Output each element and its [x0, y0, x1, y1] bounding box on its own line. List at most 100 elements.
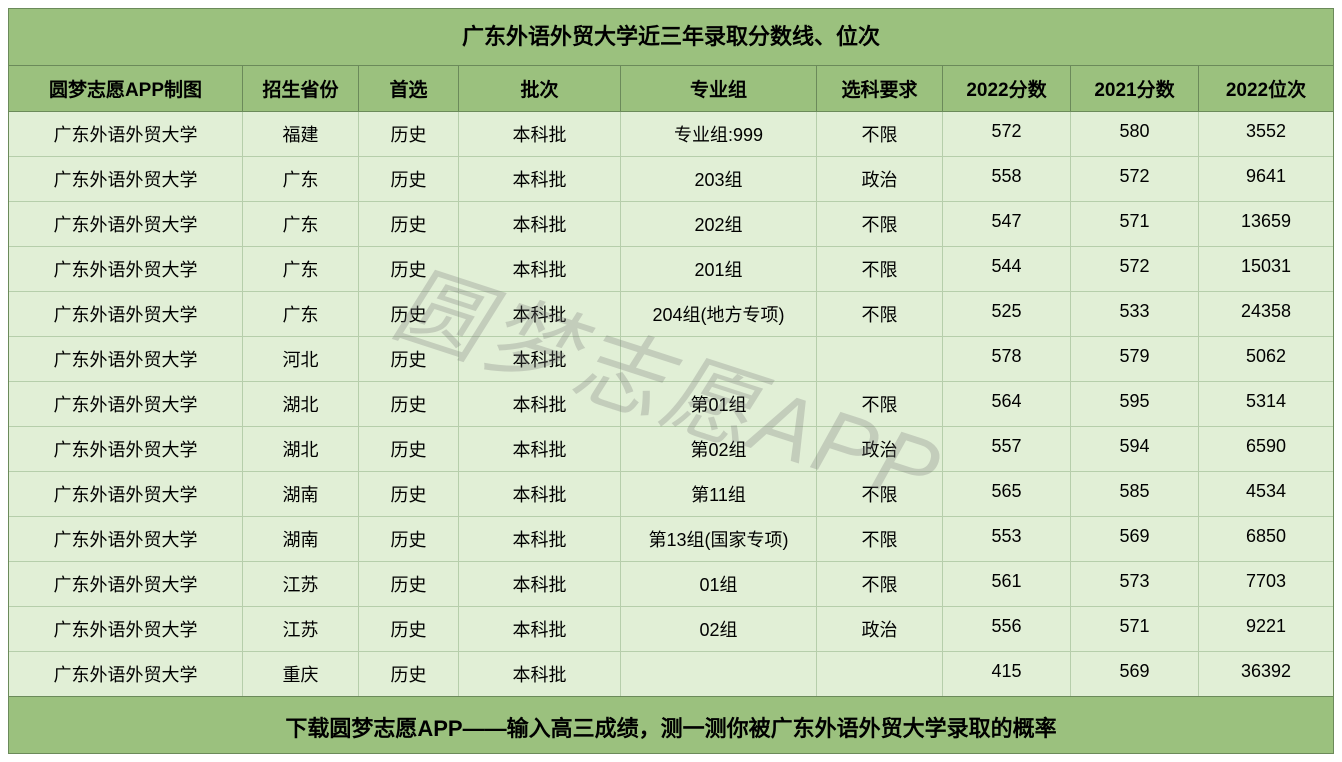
table-header-row: 圆梦志愿APP制图 招生省份 首选 批次 专业组 选科要求 2022分数 202…: [9, 66, 1333, 112]
table-cell: 本科批: [459, 562, 621, 606]
table-cell: 6590: [1199, 427, 1333, 471]
table-cell: 15031: [1199, 247, 1333, 291]
table-cell: [621, 652, 817, 696]
table-cell: 历史: [359, 292, 459, 336]
table-cell: 重庆: [243, 652, 359, 696]
table-cell: 本科批: [459, 247, 621, 291]
table-cell: [817, 337, 943, 381]
table-cell: 本科批: [459, 517, 621, 561]
table-cell: 204组(地方专项): [621, 292, 817, 336]
table-cell: 历史: [359, 652, 459, 696]
table-row: 广东外语外贸大学湖北历史本科批第02组政治5575946590: [9, 427, 1333, 472]
table-cell: 历史: [359, 472, 459, 516]
admission-score-table: 广东外语外贸大学近三年录取分数线、位次 圆梦志愿APP制图 招生省份 首选 批次…: [8, 8, 1334, 754]
table-cell: 572: [943, 112, 1071, 156]
table-cell: 广东外语外贸大学: [9, 202, 243, 246]
table-row: 广东外语外贸大学湖南历史本科批第13组(国家专项)不限5535696850: [9, 517, 1333, 562]
table-cell: [817, 652, 943, 696]
table-cell: 历史: [359, 382, 459, 426]
table-cell: 201组: [621, 247, 817, 291]
table-cell: 江苏: [243, 562, 359, 606]
table-cell: 湖南: [243, 472, 359, 516]
table-cell: 第11组: [621, 472, 817, 516]
table-cell: 广东外语外贸大学: [9, 112, 243, 156]
table-cell: 6850: [1199, 517, 1333, 561]
table-cell: 3552: [1199, 112, 1333, 156]
table-cell: 广东外语外贸大学: [9, 607, 243, 651]
table-cell: 本科批: [459, 202, 621, 246]
table-cell: 本科批: [459, 382, 621, 426]
table-cell: 本科批: [459, 157, 621, 201]
table-row: 广东外语外贸大学重庆历史本科批41556936392: [9, 652, 1333, 696]
table-cell: 不限: [817, 202, 943, 246]
table-body: 广东外语外贸大学福建历史本科批专业组:999不限5725803552广东外语外贸…: [9, 112, 1333, 696]
table-cell: 569: [1071, 517, 1199, 561]
table-cell: 本科批: [459, 337, 621, 381]
table-cell: 第01组: [621, 382, 817, 426]
table-cell: 广东: [243, 247, 359, 291]
table-cell: 广东外语外贸大学: [9, 157, 243, 201]
table-cell: 24358: [1199, 292, 1333, 336]
table-cell: 不限: [817, 517, 943, 561]
table-cell: 广东外语外贸大学: [9, 562, 243, 606]
table-cell: 福建: [243, 112, 359, 156]
table-cell: 13659: [1199, 202, 1333, 246]
table-footer: 下载圆梦志愿APP——输入高三成绩，测一测你被广东外语外贸大学录取的概率: [9, 696, 1333, 753]
table-cell: 9641: [1199, 157, 1333, 201]
table-cell: 本科批: [459, 652, 621, 696]
table-cell: 历史: [359, 157, 459, 201]
table-cell: 广东外语外贸大学: [9, 427, 243, 471]
table-cell: 湖北: [243, 427, 359, 471]
table-cell: 585: [1071, 472, 1199, 516]
table-cell: 不限: [817, 472, 943, 516]
col-header-school: 圆梦志愿APP制图: [9, 66, 243, 111]
table-cell: 7703: [1199, 562, 1333, 606]
table-cell: 政治: [817, 607, 943, 651]
table-row: 广东外语外贸大学福建历史本科批专业组:999不限5725803552: [9, 112, 1333, 157]
col-header-score-2022: 2022分数: [943, 66, 1071, 111]
table-cell: 5314: [1199, 382, 1333, 426]
table-cell: 本科批: [459, 112, 621, 156]
col-header-batch: 批次: [459, 66, 621, 111]
table-cell: 不限: [817, 247, 943, 291]
table-row: 广东外语外贸大学广东历史本科批204组(地方专项)不限52553324358: [9, 292, 1333, 337]
table-cell: 广东外语外贸大学: [9, 472, 243, 516]
table-cell: 203组: [621, 157, 817, 201]
table-cell: 不限: [817, 562, 943, 606]
table-cell: 广东外语外贸大学: [9, 652, 243, 696]
table-cell: 不限: [817, 112, 943, 156]
table-cell: 政治: [817, 157, 943, 201]
table-cell: 4534: [1199, 472, 1333, 516]
table-cell: 572: [1071, 157, 1199, 201]
table-cell: 河北: [243, 337, 359, 381]
table-row: 广东外语外贸大学江苏历史本科批02组政治5565719221: [9, 607, 1333, 652]
table-cell: 历史: [359, 427, 459, 471]
table-cell: 533: [1071, 292, 1199, 336]
col-header-subject: 选科要求: [817, 66, 943, 111]
table-row: 广东外语外贸大学江苏历史本科批01组不限5615737703: [9, 562, 1333, 607]
table-cell: 569: [1071, 652, 1199, 696]
table-cell: 547: [943, 202, 1071, 246]
table-row: 广东外语外贸大学湖南历史本科批第11组不限5655854534: [9, 472, 1333, 517]
table-cell: 本科批: [459, 472, 621, 516]
table-cell: 595: [1071, 382, 1199, 426]
table-cell: 广东外语外贸大学: [9, 247, 243, 291]
table-cell: 01组: [621, 562, 817, 606]
table-cell: 578: [943, 337, 1071, 381]
table-cell: 本科批: [459, 427, 621, 471]
col-header-preference: 首选: [359, 66, 459, 111]
table-row: 广东外语外贸大学河北历史本科批5785795062: [9, 337, 1333, 382]
table-cell: 556: [943, 607, 1071, 651]
table-row: 广东外语外贸大学湖北历史本科批第01组不限5645955314: [9, 382, 1333, 427]
table-row: 广东外语外贸大学广东历史本科批202组不限54757113659: [9, 202, 1333, 247]
table-cell: 广东外语外贸大学: [9, 292, 243, 336]
table-cell: 广东外语外贸大学: [9, 517, 243, 561]
col-header-group: 专业组: [621, 66, 817, 111]
table-cell: 573: [1071, 562, 1199, 606]
table-cell: 湖南: [243, 517, 359, 561]
table-cell: 广东: [243, 157, 359, 201]
table-cell: 572: [1071, 247, 1199, 291]
table-cell: 历史: [359, 517, 459, 561]
table-cell: 广东外语外贸大学: [9, 382, 243, 426]
table-cell: 第02组: [621, 427, 817, 471]
